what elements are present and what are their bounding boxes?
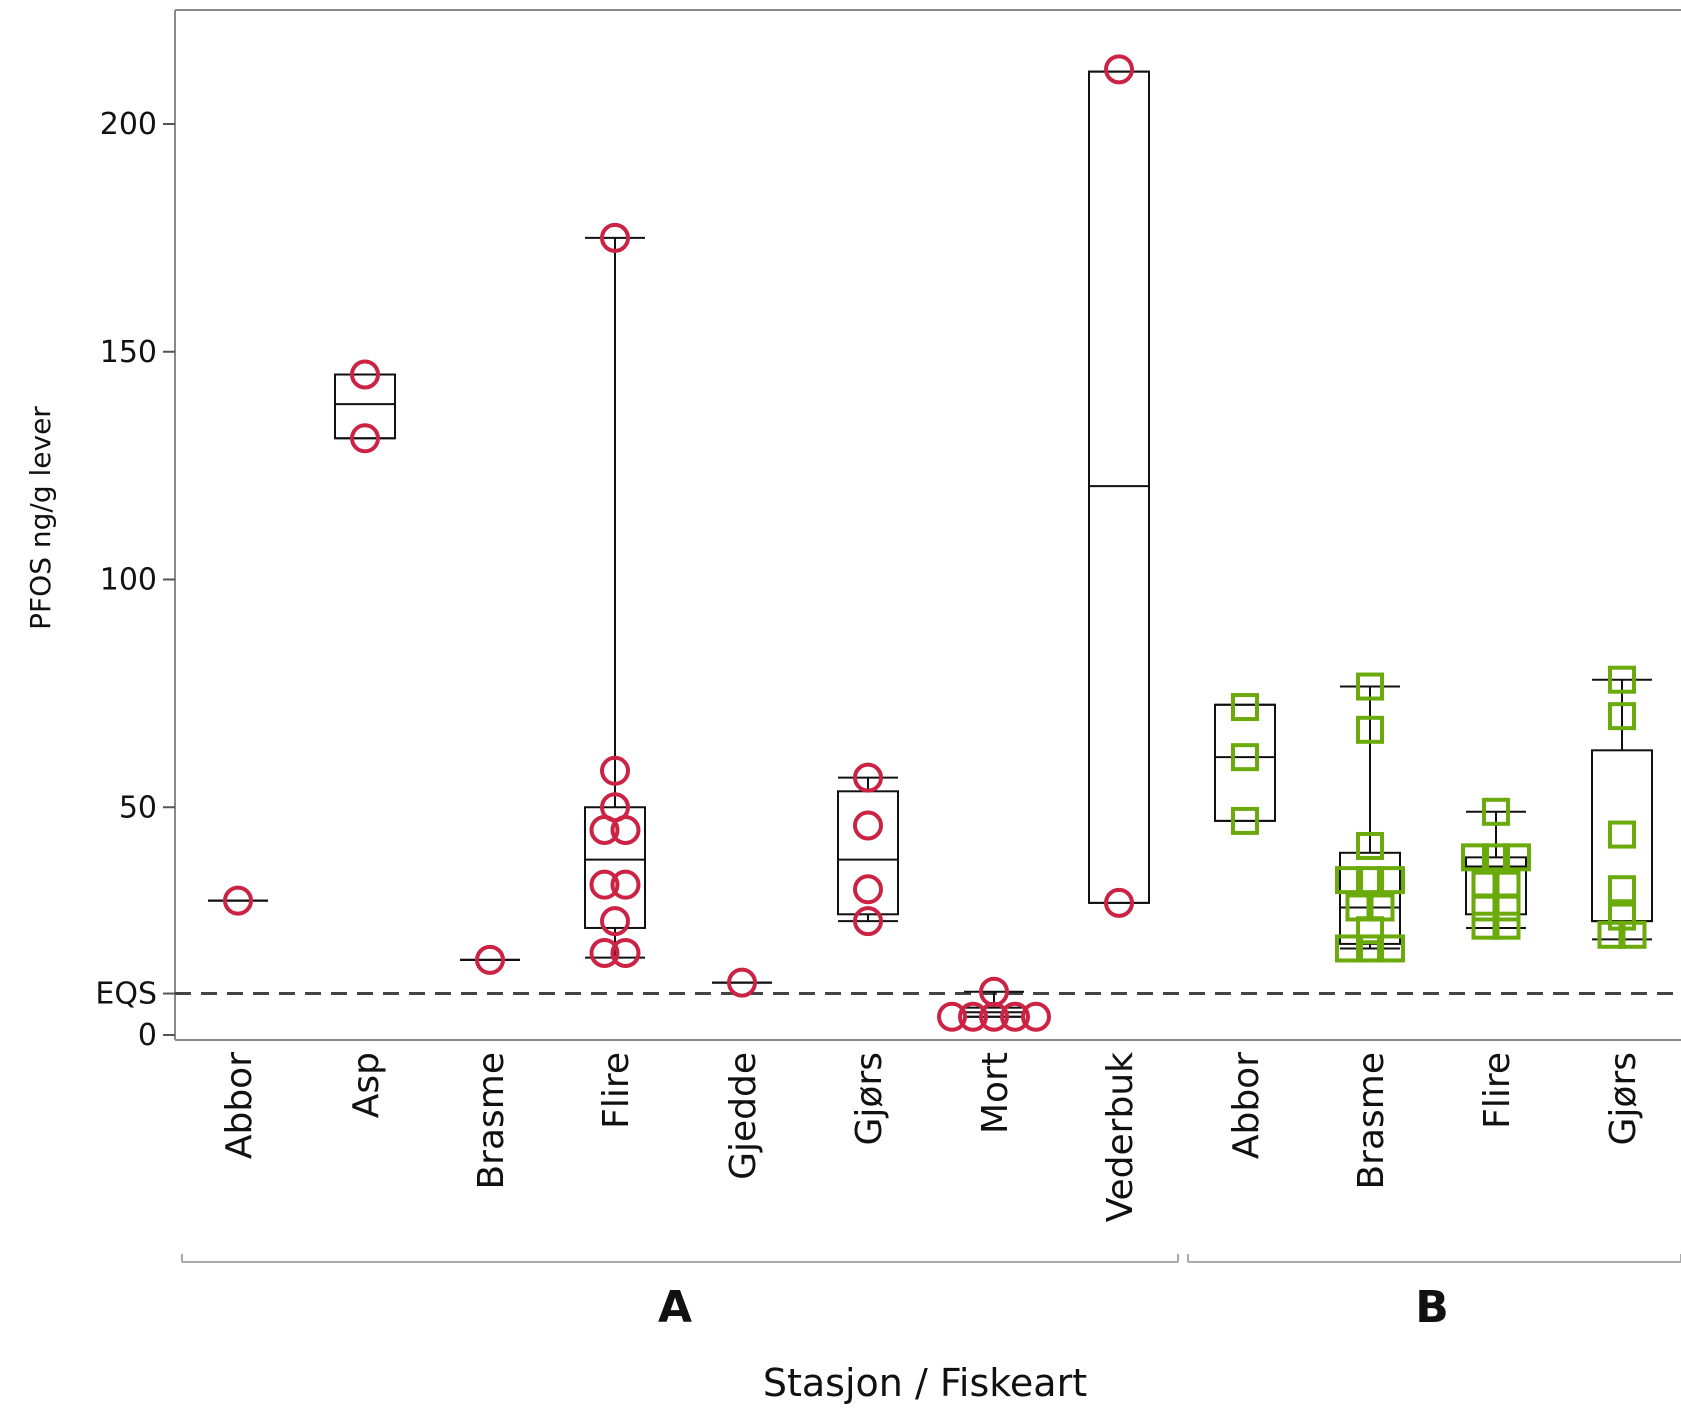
data-point	[1608, 875, 1636, 904]
y-tick-label: 200	[100, 107, 157, 142]
x-category-label: Brasme	[471, 1052, 512, 1190]
box	[837, 790, 899, 916]
y-tick-label: 150	[100, 335, 157, 370]
data-point	[1608, 820, 1636, 849]
data-point	[1231, 743, 1259, 772]
data-point	[1492, 911, 1521, 940]
data-point	[223, 885, 253, 916]
data-point	[610, 869, 641, 900]
data-point	[1608, 665, 1636, 694]
data-point	[1471, 893, 1500, 922]
data-point	[1356, 672, 1384, 701]
box	[334, 373, 396, 440]
y-tick-label: 50	[119, 790, 157, 825]
box	[1088, 70, 1150, 904]
data-point	[853, 874, 883, 905]
data-point	[1377, 866, 1405, 895]
data-point	[1021, 1001, 1051, 1032]
data-point	[1356, 715, 1384, 744]
data-point	[610, 938, 641, 969]
data-point	[350, 359, 380, 390]
data-point	[600, 755, 630, 786]
data-point	[853, 810, 883, 841]
x-axis-title: Stasjon / Fiskeart	[763, 1361, 1087, 1405]
reference-line-label: EQS	[95, 977, 157, 1012]
data-point	[1471, 911, 1500, 940]
data-point	[1597, 920, 1626, 949]
data-point	[610, 815, 641, 846]
data-point	[853, 762, 883, 793]
data-point	[1503, 843, 1531, 872]
x-category-label: Abbor	[219, 1052, 260, 1159]
y-axis-title: PFOS ng/g lever	[24, 406, 57, 630]
data-point	[1356, 866, 1384, 895]
data-point	[1335, 866, 1363, 895]
x-category-label: Vederbuk	[1100, 1052, 1141, 1222]
data-point	[1461, 843, 1489, 872]
x-category-label: Flire	[1477, 1052, 1518, 1129]
data-point	[1356, 916, 1384, 945]
data-point	[1492, 893, 1521, 922]
y-tick-label: 0	[138, 1018, 157, 1053]
data-point	[727, 967, 757, 998]
group-label: B	[1415, 1282, 1449, 1333]
x-category-label: Gjedde	[723, 1052, 764, 1180]
x-category-label: Mort	[975, 1052, 1016, 1134]
data-point	[1104, 887, 1134, 918]
data-point	[937, 1001, 967, 1032]
data-point	[350, 423, 380, 454]
data-point	[1356, 831, 1384, 860]
box	[1214, 703, 1276, 822]
data-point	[1482, 843, 1510, 872]
data-point	[1356, 934, 1384, 963]
data-point	[1335, 934, 1363, 963]
group-label: A	[658, 1282, 692, 1333]
data-point	[1000, 1001, 1030, 1032]
data-point	[600, 222, 630, 253]
data-point	[475, 944, 505, 975]
data-point	[1231, 806, 1259, 835]
x-category-label: Flire	[596, 1052, 637, 1129]
data-point	[1104, 54, 1134, 85]
x-category-label: Abbor	[1226, 1052, 1267, 1159]
data-point	[979, 1001, 1009, 1032]
x-category-label: Brasme	[1351, 1052, 1392, 1190]
data-point	[600, 906, 630, 937]
x-category-label: Asp	[346, 1052, 387, 1118]
x-category-label: Gjørs	[1603, 1052, 1644, 1145]
data-point	[958, 1001, 988, 1032]
data-point	[589, 869, 620, 900]
data-point	[1482, 797, 1510, 826]
data-point	[589, 815, 620, 846]
data-point	[853, 906, 883, 937]
x-category-label: Gjørs	[849, 1052, 890, 1145]
data-point	[589, 938, 620, 969]
data-point	[1618, 920, 1647, 949]
box	[1591, 749, 1653, 923]
box	[584, 806, 646, 929]
data-point	[1231, 693, 1259, 722]
y-tick-label: 100	[100, 563, 157, 598]
data-point	[1608, 702, 1636, 731]
data-point	[1377, 934, 1405, 963]
